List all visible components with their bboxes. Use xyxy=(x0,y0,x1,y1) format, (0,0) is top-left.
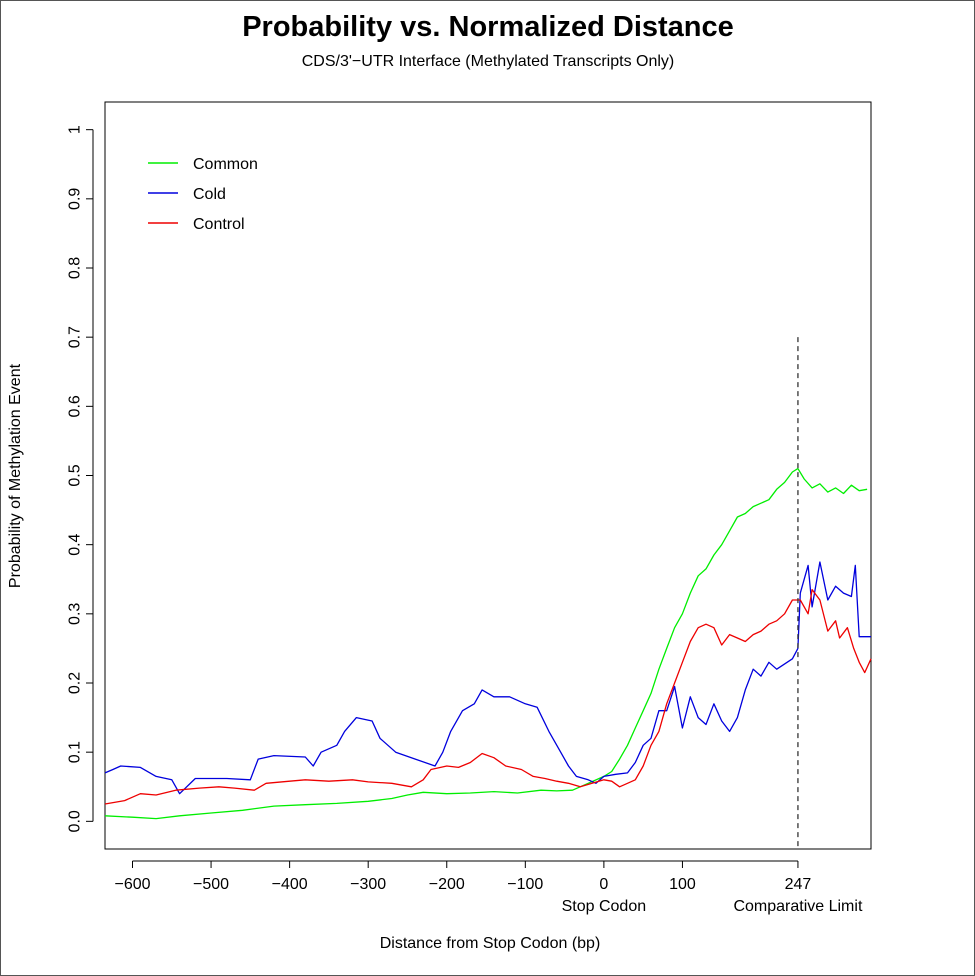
y-tick-label-4: 0.4 xyxy=(67,533,84,555)
legend: Common Cold Control xyxy=(148,156,258,233)
legend-label-common: Common xyxy=(193,156,258,173)
x-tick-label-8: 247 xyxy=(785,876,812,893)
x-annotation-1: Comparative Limit xyxy=(733,898,862,915)
series-layer xyxy=(104,467,872,820)
y-tick-label-8: 0.8 xyxy=(67,257,84,279)
y-tick-label-6: 0.6 xyxy=(67,395,84,417)
x-tick-label-2: −400 xyxy=(272,876,308,893)
chart-title: Probability vs. Normalized Distance xyxy=(242,11,734,43)
y-tick-label-9: 0.9 xyxy=(67,188,84,210)
chart-subtitle: CDS/3'−UTR Interface (Methylated Transcr… xyxy=(302,53,675,70)
x-tick-label-7: 100 xyxy=(669,876,696,893)
y-tick-label-2: 0.2 xyxy=(67,672,84,694)
y-tick-label-10: 1 xyxy=(67,125,84,134)
x-tick-label-4: −200 xyxy=(429,876,465,893)
plot-area-border xyxy=(104,101,872,850)
x-tick-label-1: −500 xyxy=(193,876,229,893)
y-axis: 0.0 0.1 0.2 0.3 0.4 0.5 0.6 0.7 0.8 0.9 1 xyxy=(67,125,94,832)
x-tick-label-6: 0 xyxy=(599,876,608,893)
x-tick-label-5: −100 xyxy=(507,876,543,893)
y-tick-label-5: 0.5 xyxy=(67,464,84,486)
series-line-cold xyxy=(104,561,871,795)
series-line-common xyxy=(104,467,868,820)
series-line-control xyxy=(104,588,872,805)
y-tick-label-7: 0.7 xyxy=(67,326,84,348)
x-tick-label-3: −300 xyxy=(350,876,386,893)
x-axis-label: Distance from Stop Codon (bp) xyxy=(380,935,601,952)
x-annotation-0: Stop Codon xyxy=(562,898,647,915)
y-tick-label-0: 0.0 xyxy=(67,810,84,832)
x-axis: −600 −500 −400 −300 −200 −100 0 100 247 Stop Codo… xyxy=(114,860,863,915)
legend-label-control: Control xyxy=(193,216,245,233)
y-tick-label-3: 0.3 xyxy=(67,603,84,625)
y-axis-label: Probability of Methylation Event xyxy=(7,363,24,588)
y-tick-label-1: 0.1 xyxy=(67,741,84,763)
x-tick-label-0: −600 xyxy=(114,876,150,893)
legend-label-cold: Cold xyxy=(193,186,226,203)
